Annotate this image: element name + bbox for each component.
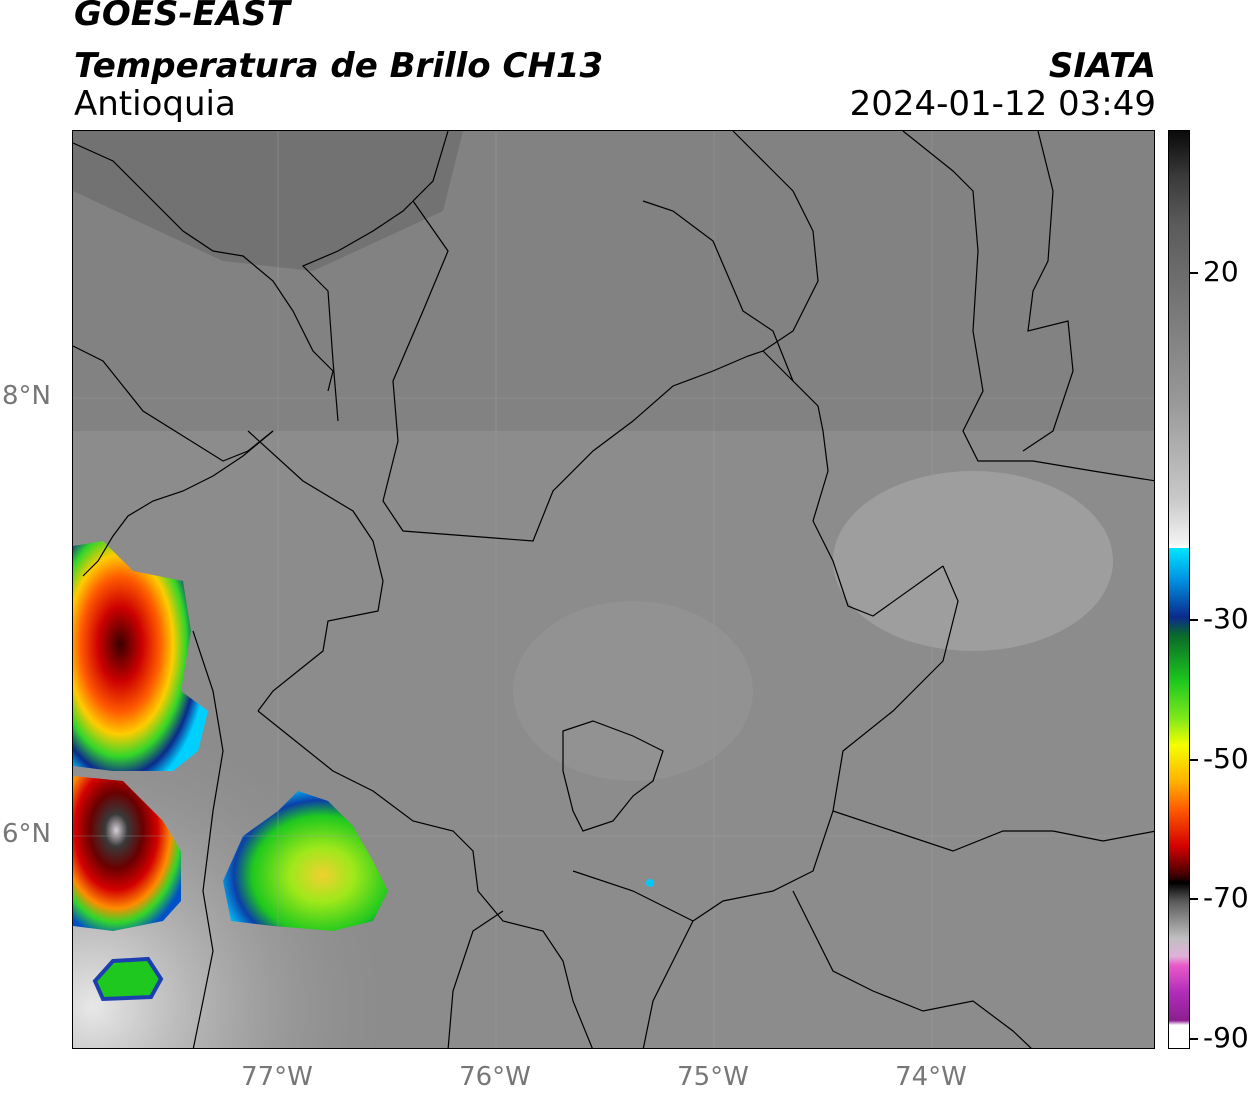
storm-cell-north	[73, 541, 208, 771]
colorbar-label-minus50: -50	[1203, 742, 1249, 775]
storm-cell-spot	[646, 879, 654, 887]
colorbar-label-minus30: -30	[1203, 602, 1249, 635]
storm-cell-small	[92, 956, 164, 1002]
map-canvas	[73, 131, 1154, 1048]
colorbar-tick	[1190, 898, 1198, 900]
product-title: Temperatura de Brillo CH13	[74, 46, 604, 86]
agency-label: SIATA	[1048, 46, 1156, 86]
boundaries	[73, 131, 1154, 1048]
lon-label-75W: 75°W	[677, 1062, 749, 1092]
colorbar-label-minus70: -70	[1203, 881, 1249, 914]
colorbar-tick	[1190, 759, 1198, 761]
colorbar-tick	[1190, 272, 1198, 274]
lon-label-76W: 76°W	[459, 1062, 531, 1092]
satellite-map	[72, 130, 1155, 1049]
colorbar-tick	[1190, 619, 1198, 621]
colorbar-label-20: 20	[1203, 255, 1239, 288]
lat-label-6N: 6°N	[2, 819, 51, 849]
datetime-label: 2024-01-12 03:49	[849, 84, 1156, 124]
lat-label-8N: 8°N	[2, 381, 51, 411]
lon-label-74W: 74°W	[895, 1062, 967, 1092]
satellite-title: GOES-EAST	[74, 0, 290, 34]
colorbar-tick	[1190, 1038, 1198, 1040]
region-label: Antioquia	[74, 84, 236, 124]
colorbar-label-minus90: -90	[1203, 1021, 1249, 1054]
colorbar	[1168, 130, 1190, 1049]
storm-cell-coldest	[73, 776, 181, 931]
graticule	[73, 131, 1154, 1048]
storm-cell-east	[223, 791, 388, 931]
lon-label-77W: 77°W	[241, 1062, 313, 1092]
